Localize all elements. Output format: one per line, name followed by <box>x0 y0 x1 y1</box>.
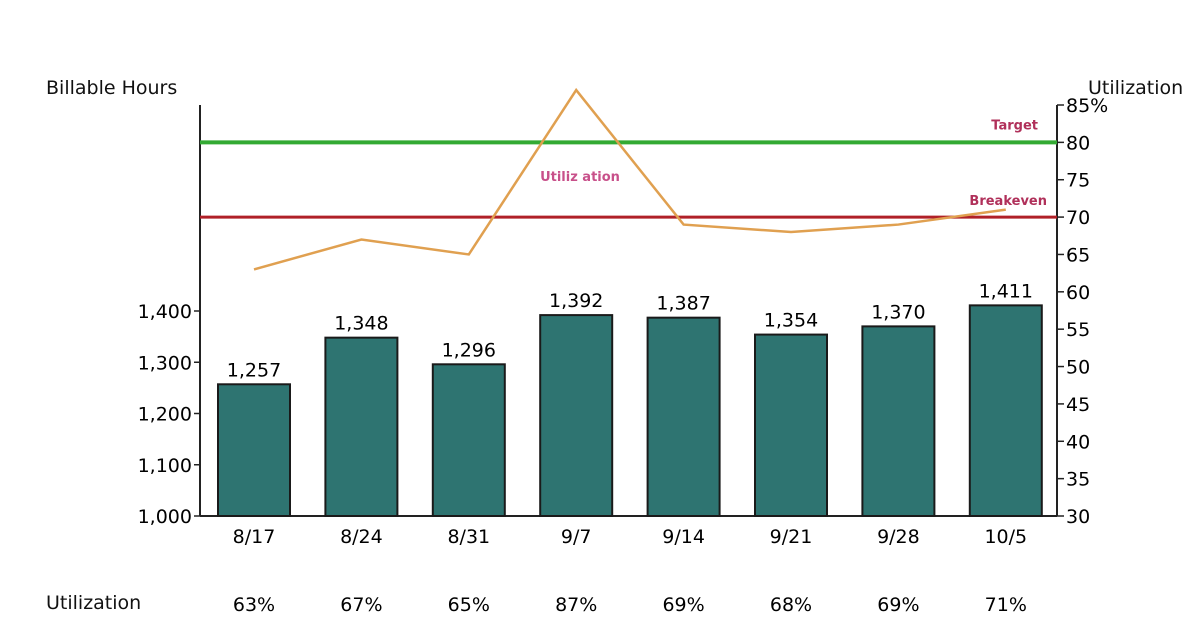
right-tick-label: 50 <box>1066 357 1090 379</box>
left-tick-label: 1,400 <box>138 301 192 323</box>
x-tick-label: 8/31 <box>447 526 490 548</box>
utilization-line <box>253 87 1006 271</box>
bar-value-label: 1,354 <box>764 310 818 332</box>
x-tick-label: 10/5 <box>984 526 1027 548</box>
bar <box>431 363 506 517</box>
bar-value-label: 1,348 <box>334 313 388 335</box>
utilization-table-value: 63% <box>233 594 275 616</box>
right-tick-label: 30 <box>1066 506 1090 528</box>
x-tick-label: 9/28 <box>877 526 920 548</box>
left-axis-title: Billable Hours <box>46 77 178 99</box>
bar-value-label: 1,387 <box>656 293 710 315</box>
left-tick-label: 1,200 <box>138 404 192 426</box>
right-tick-label: 35 <box>1066 469 1090 491</box>
bar <box>861 325 936 517</box>
right-tick-label: 70 <box>1066 207 1090 229</box>
x-tick-label: 9/7 <box>561 526 592 548</box>
right-tick-label: 60 <box>1066 282 1090 304</box>
bar-value-label: 1,296 <box>442 339 496 361</box>
right-tick-label: 75 <box>1066 170 1090 192</box>
utilization-table-value: 69% <box>662 594 704 616</box>
bar-value-label: 1,257 <box>227 359 281 381</box>
right-tick-label: 40 <box>1066 431 1090 453</box>
x-tick-label: 8/17 <box>233 526 276 548</box>
bar <box>539 314 614 517</box>
bar-value-label: 1,411 <box>979 280 1033 302</box>
utilization-table-value: 69% <box>877 594 919 616</box>
left-tick-label: 1,000 <box>138 506 192 528</box>
bar <box>646 316 721 517</box>
bar-value-label: 1,370 <box>871 301 925 323</box>
bar <box>968 304 1043 517</box>
right-axis-title: Utilization <box>1088 77 1184 99</box>
utilization-table-value: 87% <box>555 594 597 616</box>
x-tick-label: 9/21 <box>770 526 813 548</box>
utilization-table-value: 71% <box>985 594 1027 616</box>
right-tick-label: 55 <box>1066 319 1090 341</box>
left-tick-label: 1,300 <box>138 352 192 374</box>
utilization-table-value: 68% <box>770 594 812 616</box>
x-tick-label: 8/24 <box>340 526 383 548</box>
utilization-line-label: Utiliz ation <box>540 170 620 185</box>
right-tick-label: 65 <box>1066 244 1090 266</box>
target-label: Target <box>991 118 1038 133</box>
utilization-table-value: 65% <box>448 594 490 616</box>
right-tick-label: 85% <box>1066 95 1108 117</box>
right-tick-label: 80 <box>1066 132 1090 154</box>
utilization-table-value: 67% <box>340 594 382 616</box>
utilization-row-label: Utilization <box>46 592 142 614</box>
left-tick-label: 1,100 <box>138 455 192 477</box>
bar-value-label: 1,392 <box>549 290 603 312</box>
x-tick-label: 9/14 <box>662 526 705 548</box>
bar <box>754 333 828 518</box>
bar <box>324 336 399 517</box>
bar <box>217 383 291 517</box>
breakeven-label: Breakeven <box>969 194 1047 209</box>
right-tick-label: 45 <box>1066 394 1090 416</box>
